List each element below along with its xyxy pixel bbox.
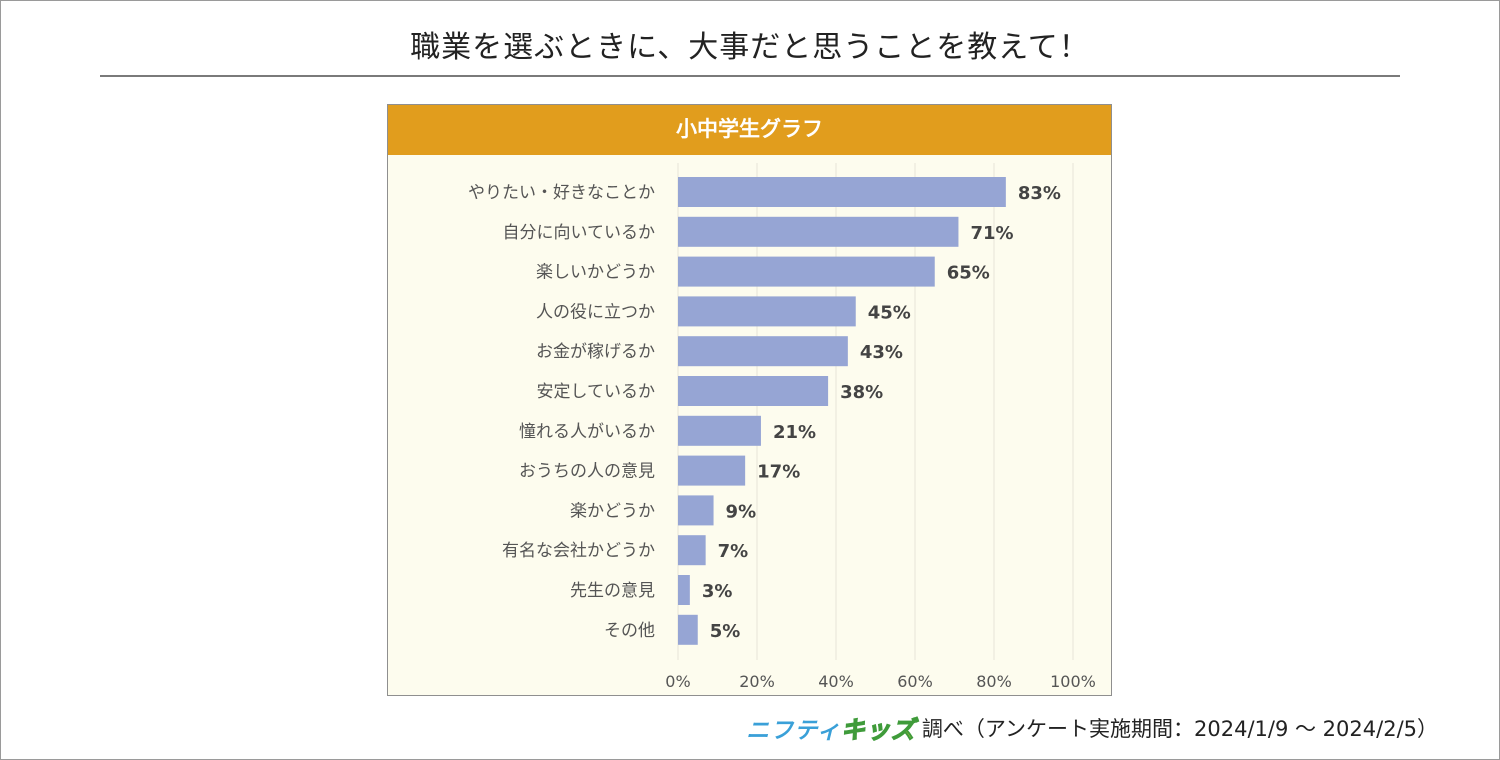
category-label: おうちの人の意見 (519, 462, 655, 482)
x-tick-label: 60% (897, 672, 933, 691)
bar (678, 256, 935, 287)
value-label: 83% (1018, 183, 1061, 204)
category-label: その他 (604, 621, 655, 641)
x-tick-label: 100% (1050, 672, 1096, 691)
bar (678, 535, 706, 566)
value-label: 38% (840, 382, 883, 403)
bar (678, 376, 829, 406)
bar (678, 575, 690, 605)
category-label: お金が稼げるか (536, 342, 655, 362)
category-label: 先生の意見 (570, 581, 655, 601)
bar (678, 415, 761, 446)
value-label: 5% (710, 621, 741, 642)
logo-text-kids: キッズ (840, 715, 916, 744)
chart-panel-header: 小中学生グラフ (388, 105, 1111, 155)
category-label: やりたい・好きなことか (468, 183, 655, 203)
logo-text-nifty: ニフティ (746, 717, 841, 744)
value-label: 65% (947, 263, 990, 284)
category-label: 安定しているか (537, 382, 656, 402)
value-label: 17% (757, 462, 800, 483)
category-label: 楽かどうか (570, 501, 655, 521)
bar (678, 614, 698, 645)
category-label: 有名な会社かどうか (502, 541, 655, 561)
bar (678, 455, 746, 486)
value-label: 7% (718, 541, 749, 562)
source-text: 調べ（アンケート実施期間：2024/1/9 ～ 2024/2/5） (921, 716, 1438, 741)
value-label: 3% (702, 581, 733, 602)
page-title: 職業を選ぶときに、大事だと思うことを教えて！ (410, 30, 1090, 65)
category-label: 楽しいかどうか (536, 263, 655, 283)
source-footer: ニフティ キッズ 調べ（アンケート実施期間：2024/1/9 ～ 2024/2/… (746, 710, 1438, 745)
x-tick-label: 20% (739, 672, 775, 691)
category-label: 自分に向いているか (503, 223, 656, 243)
nifty-kids-logo: ニフティ キッズ (746, 710, 916, 745)
bar (678, 216, 959, 247)
bar (678, 177, 1006, 207)
x-tick-label: 40% (818, 672, 854, 691)
bar (678, 495, 714, 526)
value-label: 71% (970, 223, 1013, 244)
value-label: 43% (860, 342, 903, 363)
x-tick-label: 0% (665, 672, 690, 691)
title-divider (100, 75, 1400, 77)
bar (678, 296, 856, 327)
value-label: 9% (726, 501, 757, 522)
x-tick-label: 80% (976, 672, 1012, 691)
bar-chart: 0% 20% 40% 60% 80% 100% やりたい・好きなことか 83% 自分に向いている… (468, 163, 1096, 691)
category-label: 人の役に立つか (536, 302, 655, 322)
chart-panel: 小中学生グラフ 0% 20% 40% 60% 80% 100% やりたい・好きなことか 83%… (387, 104, 1112, 696)
value-label: 45% (868, 302, 911, 323)
value-label: 21% (773, 422, 816, 443)
bar (678, 336, 848, 367)
category-label: 憧れる人がいるか (519, 422, 655, 442)
